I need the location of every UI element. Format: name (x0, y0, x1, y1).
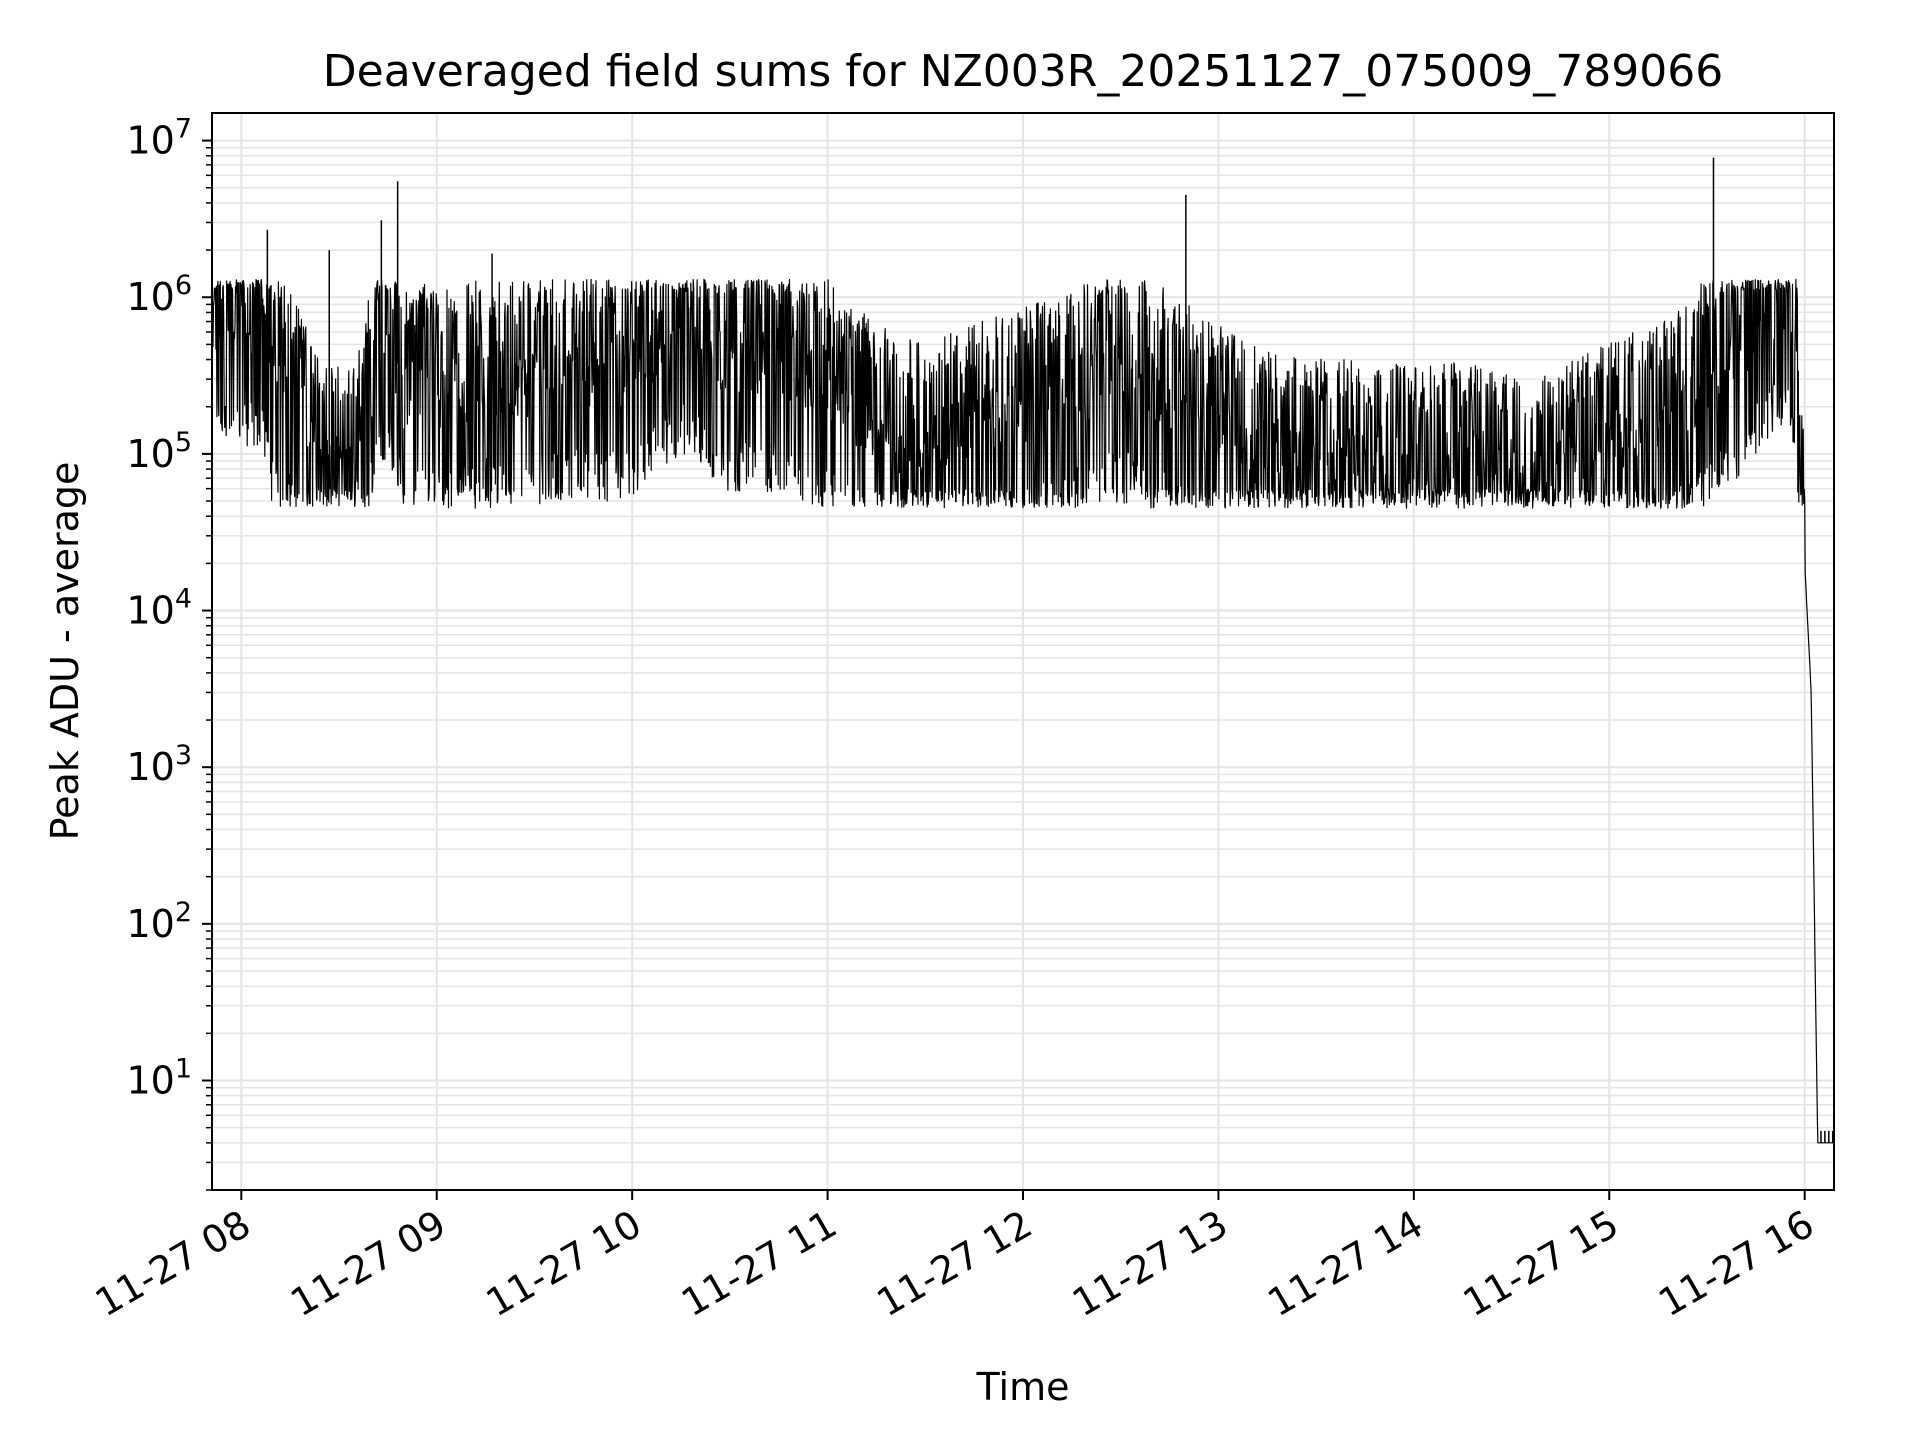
y-tick-label: 102 (126, 897, 192, 946)
y-tick-label: 105 (126, 427, 192, 476)
y-tick-label: 104 (126, 584, 192, 633)
y-tick-label: 103 (126, 740, 192, 789)
x-axis-label: Time (976, 1365, 1070, 1409)
y-axis-label: Peak ADU - average (43, 462, 87, 841)
y-tick-label: 101 (126, 1054, 192, 1103)
series-group (211, 157, 1835, 1144)
y-tick-label: 107 (126, 114, 192, 163)
y-axis-ticks: 101 102 103 104 105 106 107 (126, 114, 212, 1191)
chart-title: Deaveraged field sums for NZ003R_2025112… (323, 46, 1723, 97)
y-tick-label: 106 (126, 270, 192, 319)
series-line (211, 278, 1835, 1144)
